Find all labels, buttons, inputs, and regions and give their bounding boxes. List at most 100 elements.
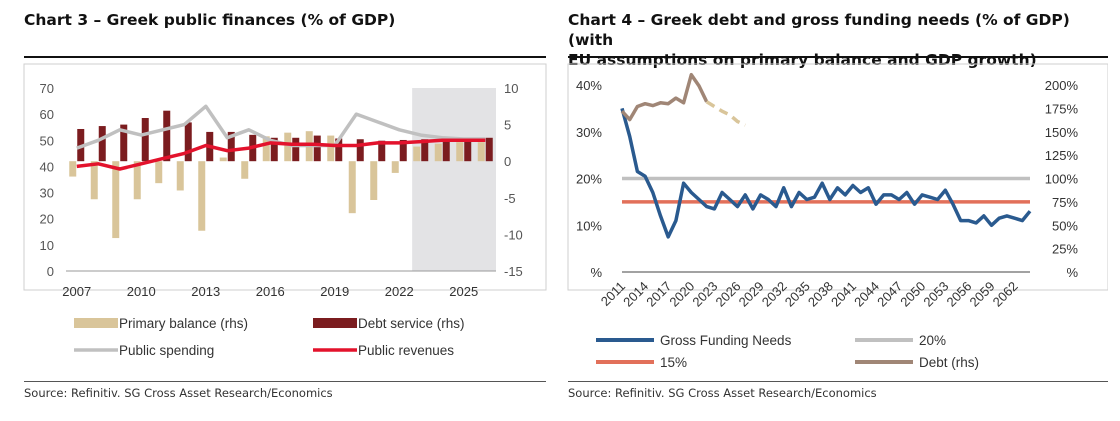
right-axis-tick: 25% — [1052, 242, 1078, 257]
primary-balance-bar — [284, 132, 292, 162]
debt-service-bar — [163, 110, 171, 162]
debt-service-bar — [335, 138, 343, 162]
x-axis-tick: 2019 — [320, 284, 349, 299]
debt-service-bar — [227, 131, 235, 162]
right-axis-tick: 150% — [1045, 125, 1079, 140]
debt-service-bar — [464, 137, 472, 162]
left-axis-tick: 50 — [40, 133, 54, 148]
chart-source: Source: Refinitiv. SG Cross Asset Resear… — [24, 386, 333, 400]
debt-service-bar — [421, 139, 429, 162]
right-axis-tick: 10 — [504, 81, 518, 96]
primary-balance-bar — [370, 161, 378, 200]
legend-label: Gross Funding Needs — [660, 333, 792, 348]
legend-swatch — [74, 318, 118, 328]
right-axis-tick: 75% — [1052, 195, 1078, 210]
source-rule — [568, 381, 1108, 382]
x-axis-tick: 2038 — [805, 279, 836, 310]
chart-3-plot: 0 10 20 30 40 50 60 70 -15 -10 -5 0 5 10 2007 2010 2013 2… — [23, 63, 547, 358]
right-axis-tick: 5 — [504, 118, 511, 133]
primary-balance-bar — [434, 143, 442, 162]
x-axis-tick: 2047 — [874, 279, 905, 310]
primary-balance-bar — [112, 161, 120, 239]
x-axis-tick: 2022 — [385, 284, 414, 299]
chart-4-plot: % 10% 20% 30% 40%% 25% 50% 75% 100% 125% 150% 175% 2… — [567, 63, 1108, 370]
x-axis-tick: 2059 — [967, 279, 998, 310]
right-axis-tick: 200% — [1045, 78, 1079, 93]
x-axis-tick: 2011 — [598, 279, 628, 309]
x-axis-tick: 2056 — [943, 279, 974, 310]
chart-title: Chart 3 – Greek public finances (% of GD… — [24, 11, 396, 29]
primary-balance-bar — [219, 157, 227, 162]
x-axis-tick: 2029 — [736, 279, 767, 310]
debt-service-bar — [141, 118, 149, 162]
legend-label: 20% — [919, 333, 946, 348]
primary-balance-bar — [90, 161, 98, 200]
debt-line — [620, 72, 709, 122]
x-axis-tick: 2017 — [643, 279, 674, 310]
right-axis-tick: -5 — [504, 191, 516, 206]
legend-label: Public spending — [119, 343, 214, 358]
primary-balance-bar — [176, 161, 184, 191]
x-axis-tick: 2020 — [666, 279, 697, 310]
gross-funding-needs-line — [620, 107, 1032, 239]
x-axis-tick: 2026 — [713, 279, 744, 310]
x-axis-tick: 2035 — [782, 279, 813, 310]
x-axis-tick: 2032 — [759, 279, 790, 310]
chart-3-panel: Chart 3 – Greek public finances (% of GD… — [0, 0, 548, 421]
debt-service-bar — [356, 139, 364, 162]
primary-balance-bar — [327, 135, 335, 162]
legend-label: Public revenues — [358, 343, 454, 358]
right-axis-tick: 50% — [1052, 218, 1078, 233]
left-axis-tick: 70 — [40, 81, 54, 96]
left-axis-tick: 60 — [40, 107, 54, 122]
chart-source: Source: Refinitiv. SG Cross Asset Resear… — [568, 386, 877, 400]
source-rule — [24, 381, 546, 382]
x-axis-tick: 2041 — [828, 279, 859, 310]
debt-service-bar — [313, 135, 321, 162]
primary-balance-bar — [69, 161, 77, 177]
primary-balance-bar — [456, 142, 464, 162]
x-axis-tick: 2014 — [620, 279, 651, 310]
debt-projection-line — [705, 100, 746, 127]
plot-frame — [23, 63, 547, 291]
left-axis-tick: 40% — [576, 78, 602, 93]
left-axis-tick: 30 — [40, 186, 54, 201]
primary-balance-bar — [155, 161, 163, 184]
primary-balance-bar — [413, 146, 421, 162]
right-axis-tick: -10 — [504, 227, 523, 242]
debt-service-bar — [378, 140, 386, 162]
debt-service-bar — [270, 137, 278, 162]
plot-frame — [567, 63, 1108, 291]
left-axis-tick: 10% — [576, 218, 602, 233]
chart-title-line-1: Chart 4 – Greek debt and gross funding n… — [568, 11, 1070, 49]
x-axis-tick: 2023 — [689, 279, 720, 310]
right-axis-tick: 100% — [1045, 172, 1079, 187]
x-axis-tick: 2013 — [191, 284, 220, 299]
primary-balance-bar — [262, 136, 270, 162]
legend-label: Debt service (rhs) — [358, 316, 465, 331]
debt-service-bar — [98, 126, 106, 162]
title-rule — [568, 56, 1108, 58]
right-axis-tick: -15 — [504, 264, 523, 279]
public-revenues-line — [76, 138, 486, 171]
debt-service-bar — [399, 139, 407, 162]
title-rule — [24, 56, 546, 58]
legend-label: Primary balance (rhs) — [119, 316, 248, 331]
debt-service-bar — [292, 137, 300, 162]
right-axis-tick: % — [1066, 265, 1078, 280]
primary-balance-bar — [133, 161, 141, 200]
x-axis-tick: 2025 — [449, 284, 478, 299]
left-axis-tick: 20% — [576, 172, 602, 187]
x-axis-tick: 2007 — [62, 284, 91, 299]
legend-swatch — [313, 318, 357, 328]
left-axis-tick: 30% — [576, 125, 602, 140]
right-axis-tick: 0 — [504, 154, 511, 169]
primary-balance-bar — [477, 142, 485, 162]
x-axis-tick: 2010 — [127, 284, 156, 299]
primary-balance-bar — [198, 161, 206, 231]
x-axis-tick: 2044 — [851, 279, 882, 310]
debt-service-bar — [184, 122, 192, 162]
left-axis-tick: 40 — [40, 159, 54, 174]
x-axis-tick: 2050 — [897, 279, 928, 310]
right-axis-tick: 175% — [1045, 101, 1079, 116]
